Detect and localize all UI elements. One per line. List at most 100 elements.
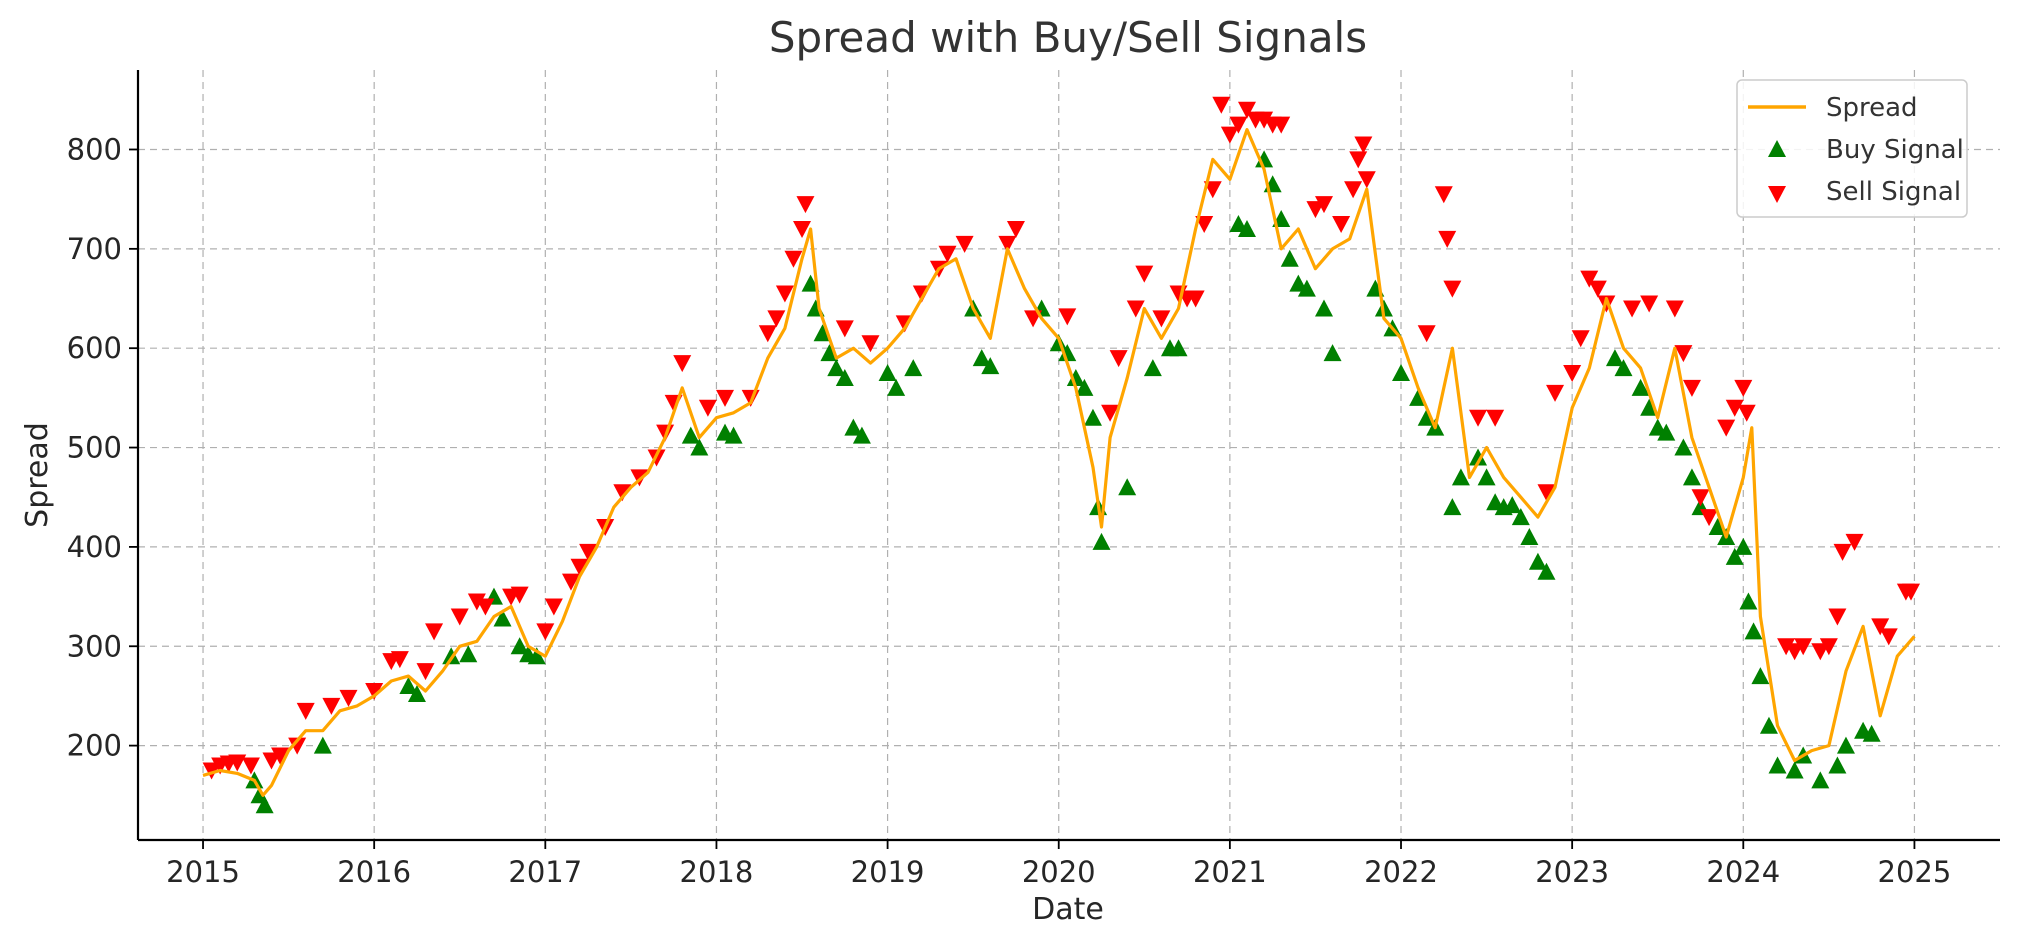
buy-signal-point [1058,344,1077,362]
sell-signal-point [1623,300,1642,318]
buy-signal-point [1640,398,1659,416]
buy-signal-point [1528,552,1547,570]
buy-signal-point [407,684,426,702]
sell-signal-point [698,399,717,417]
sell-signal-point [1674,345,1693,363]
buy-signal-point [878,364,897,382]
sell-signal-point [579,543,598,561]
buy-signal-point [1768,756,1787,774]
x-tick-label: 2018 [680,855,754,889]
sell-signal-point [1828,608,1847,626]
sell-signal-point [1580,270,1599,288]
buy-signal-point [1443,498,1462,516]
sell-signal-point [1717,419,1736,437]
sell-signal-point [998,235,1017,253]
buy-signal-point [255,796,274,814]
buy-signal-point [1811,771,1830,789]
sell-signal-point [1255,111,1274,129]
sell-signal-point [416,663,435,681]
sell-signal-point [1272,116,1291,134]
sell-signal-point [1006,220,1025,238]
y-tick-label: 700 [67,232,122,266]
spread-line [202,128,1916,797]
legend-buy-swatch [1768,140,1786,157]
buy-signal-point [1828,756,1847,774]
sell-signal-point [673,355,692,373]
buy-signal-point [1451,468,1470,486]
x-tick-label: 2024 [1706,855,1780,889]
buy-signal-point [1725,547,1744,565]
sell-signal-point [1700,509,1719,527]
sell-signal-point [1819,638,1838,656]
sell-signal-point [365,682,384,700]
buy-signal-point [801,274,820,292]
buy-signal-point [1836,736,1855,754]
series-layer [202,96,1921,814]
buy-signal-point [1751,667,1770,685]
buy-signal-point [1169,339,1188,357]
sell-signal-point [767,310,786,328]
sell-signal-point [1332,216,1351,233]
sell-signal-point [1443,280,1462,298]
sell-signal-markers [202,96,1921,780]
sell-signal-point [1725,399,1744,417]
buy-signal-point [681,426,700,444]
sell-signal-point [1563,365,1582,383]
legend-buy-label: Buy Signal [1826,135,1964,165]
sell-signal-point [561,573,580,591]
buy-signal-point [459,645,478,663]
sell-signal-point [1237,101,1256,119]
sell-signal-point [1203,181,1222,199]
buy-signal-point [844,418,863,436]
buy-signal-point [820,344,839,362]
buy-signal-point [1759,716,1778,734]
x-tick-label: 2017 [508,855,582,889]
buy-signal-point [1477,468,1496,486]
sell-signal-point [1871,618,1890,636]
x-tick-label: 2019 [851,855,925,889]
y-tick-label: 200 [67,729,122,763]
sell-signal-point [1902,583,1921,601]
buy-signal-point [813,324,832,342]
sell-signal-point [1486,409,1505,427]
buy-signal-point [904,359,923,377]
sell-signal-point [1357,171,1376,189]
sell-signal-point [1845,533,1864,551]
sell-signal-point [450,608,469,626]
sell-signal-point [938,245,957,263]
buy-signal-point [1785,761,1804,779]
legend-frame [1736,79,1968,218]
sell-signal-point [793,220,812,238]
buy-signal-point [1392,364,1411,382]
buy-signal-point [442,647,461,665]
y-tick-label: 300 [67,629,122,663]
sell-signal-point [1438,230,1457,248]
sell-signal-point [1109,350,1128,368]
buy-signal-point [1657,423,1676,441]
sell-signal-point [1833,543,1852,561]
y-tick-label: 500 [67,431,122,465]
buy-signal-markers [245,150,1881,814]
sell-signal-point [1126,300,1145,318]
sell-signal-point [1058,308,1077,326]
sell-signal-point [1186,290,1205,308]
buy-signal-point [724,426,743,444]
buy-signal-point [690,438,709,456]
sell-signal-point [1220,126,1239,144]
buy-signal-point [1862,724,1881,742]
buy-signal-point [1297,279,1316,297]
buy-signal-point [1739,592,1758,610]
sell-signal-point [570,558,589,576]
buy-signal-point [835,369,854,386]
sell-signal-point [955,235,974,253]
sell-signal-point [271,747,290,765]
buy-signal-point [1503,496,1522,514]
buy-signal-point [972,349,991,367]
buy-signal-point [399,677,418,694]
legend-spread-label: Spread [1826,93,1918,123]
sell-signal-point [1101,404,1120,422]
legend-sell-label: Sell Signal [1826,177,1961,207]
sell-signal-point [758,325,777,343]
grid [138,70,2000,840]
